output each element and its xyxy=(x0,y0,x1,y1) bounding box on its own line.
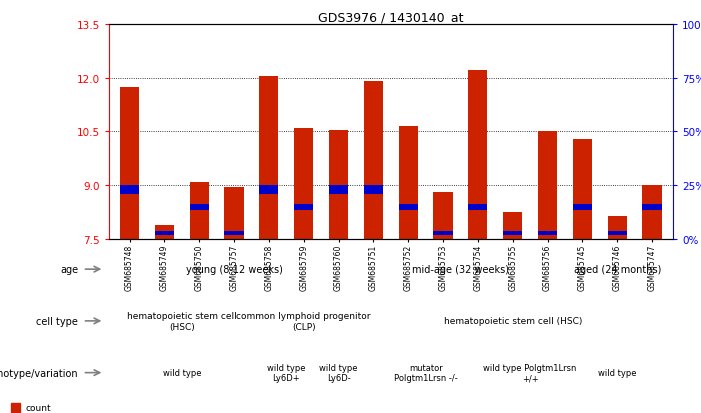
Bar xyxy=(120,88,139,240)
Bar xyxy=(11,403,20,412)
Text: wild type
Ly6D+: wild type Ly6D+ xyxy=(267,363,306,382)
Text: mutator
Polgtm1Lrsn -/-: mutator Polgtm1Lrsn -/- xyxy=(394,363,458,382)
Bar xyxy=(643,204,662,211)
Bar xyxy=(294,204,313,211)
Bar xyxy=(643,186,662,240)
Text: hematopoietic stem cell (HSC): hematopoietic stem cell (HSC) xyxy=(444,317,582,325)
Text: hematopoietic stem cell
(HSC): hematopoietic stem cell (HSC) xyxy=(127,311,237,331)
Text: wild type Polgtm1Lrsn
+/+: wild type Polgtm1Lrsn +/+ xyxy=(484,363,577,382)
Bar xyxy=(294,128,313,240)
Text: aged (24 months): aged (24 months) xyxy=(573,264,661,275)
Bar xyxy=(224,231,244,235)
Bar xyxy=(364,82,383,240)
Bar xyxy=(190,182,209,240)
Bar xyxy=(259,186,278,195)
Text: young (8-12 weeks): young (8-12 weeks) xyxy=(186,264,283,275)
Bar xyxy=(120,186,139,195)
Bar xyxy=(608,216,627,240)
Bar xyxy=(468,71,487,240)
Title: GDS3976 / 1430140_at: GDS3976 / 1430140_at xyxy=(318,11,463,24)
Bar xyxy=(399,127,418,240)
Text: cell type: cell type xyxy=(36,316,79,326)
Bar xyxy=(608,231,627,235)
Bar xyxy=(399,204,418,211)
Text: mid-age (32 weeks): mid-age (32 weeks) xyxy=(412,264,509,275)
Bar xyxy=(433,231,453,235)
Text: genotype/variation: genotype/variation xyxy=(0,368,79,378)
Text: common lymphoid progenitor
(CLP): common lymphoid progenitor (CLP) xyxy=(236,311,371,331)
Bar xyxy=(573,139,592,240)
Bar xyxy=(155,231,174,235)
Text: wild type: wild type xyxy=(598,368,637,377)
Bar xyxy=(329,186,348,195)
Bar xyxy=(329,131,348,240)
Text: wild type: wild type xyxy=(163,368,201,377)
Text: count: count xyxy=(26,403,52,412)
Text: wild type
Ly6D-: wild type Ly6D- xyxy=(320,363,358,382)
Bar xyxy=(538,231,557,235)
Bar xyxy=(433,192,453,240)
Bar xyxy=(364,186,383,195)
Bar xyxy=(155,225,174,240)
Bar xyxy=(468,204,487,211)
Bar xyxy=(503,213,522,240)
Bar xyxy=(503,231,522,235)
Bar xyxy=(259,77,278,240)
Text: age: age xyxy=(60,264,79,275)
Bar xyxy=(538,132,557,240)
Bar xyxy=(573,204,592,211)
Bar xyxy=(190,204,209,211)
Bar xyxy=(224,188,244,240)
